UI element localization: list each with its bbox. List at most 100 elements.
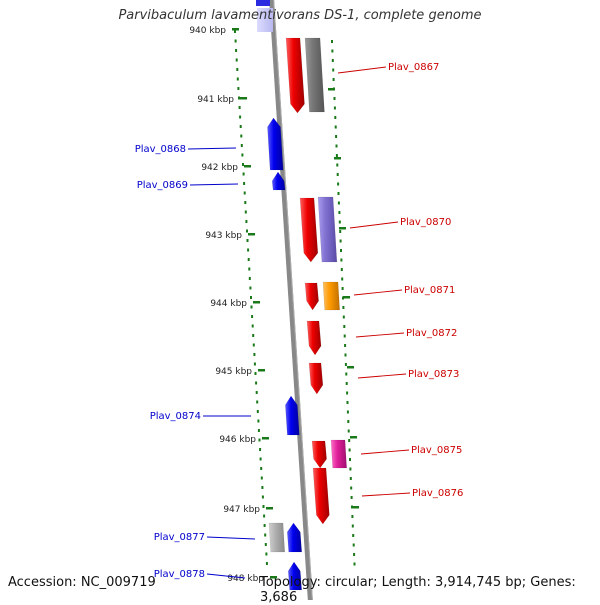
gene-label-plav_0876[interactable]: Plav_0876: [412, 488, 463, 499]
track-dot: [256, 400, 259, 404]
track-dot: [349, 458, 351, 461]
leader-line: [337, 66, 387, 74]
track-dot: [338, 220, 341, 224]
track-dot: [264, 543, 267, 546]
track-dot: [335, 135, 338, 138]
track-dot: [350, 486, 353, 490]
scale-ticks: 940 kbp 941 kbp 942 kbp 943 kbp 944 kbp 945 k…: [189, 26, 359, 584]
genome-backbone-shadow: [273, 0, 313, 600]
genome-title: Parvibaculum lavamentivorans DS-1, compl…: [118, 8, 482, 23]
tick-mark: [253, 301, 260, 304]
gene-label-plav_0872[interactable]: Plav_0872: [406, 328, 457, 339]
track-dot: [235, 49, 238, 52]
track-dot: [343, 334, 346, 338]
track-dot: [353, 553, 356, 556]
track-dot: [333, 97, 336, 100]
track-dot: [242, 172, 245, 176]
track-dot: [346, 401, 349, 404]
gene-arrow-plav_0877: [287, 522, 303, 553]
track-dot: [263, 524, 266, 527]
track-dot: [334, 116, 337, 119]
track-dot: [239, 115, 242, 119]
track-dot: [263, 514, 266, 518]
gene-label-plav_0870[interactable]: Plav_0870: [400, 217, 451, 228]
gene-arrow-plav_0871: [304, 282, 319, 311]
gene-label-plav_0878[interactable]: Plav_0878: [154, 569, 205, 580]
track-dot: [251, 324, 254, 328]
track-dot: [265, 562, 268, 565]
track-dot: [248, 267, 251, 271]
leader-line: [355, 332, 405, 338]
accession-text: Accession: NC_009719: [8, 575, 156, 590]
track-dot: [261, 495, 264, 499]
gene-label-plav_0875[interactable]: Plav_0875: [411, 445, 462, 456]
track-dot: [255, 391, 258, 394]
track-dot: [331, 40, 333, 43]
track-dot: [234, 39, 237, 43]
tick-label: 948 kbp: [227, 574, 264, 584]
track-dot: [338, 211, 341, 214]
track-dot: [247, 258, 250, 261]
track-dot: [351, 524, 354, 528]
track-dot: [257, 419, 260, 423]
gene-arrow-plav_0872: [306, 320, 322, 356]
track-dot: [352, 534, 355, 537]
tick-label: 942 kbp: [201, 163, 238, 173]
gene-labels: Plav_0867 Plav_0868 Plav_0869 Plav_0870 Plav…: [135, 62, 464, 580]
track-dot: [353, 562, 356, 566]
gene-label-plav_0877[interactable]: Plav_0877: [154, 532, 205, 543]
gene-arrow-plav_0878: [287, 561, 302, 591]
gene-arrow-plav_0869: [271, 171, 286, 191]
track-dot: [347, 420, 350, 423]
tick-mark: [258, 369, 265, 372]
track-dot: [349, 477, 352, 480]
track-dot: [348, 448, 351, 452]
track-dot: [240, 134, 243, 138]
tick-mark: [266, 507, 273, 510]
track-dot: [331, 59, 334, 62]
track-dot: [237, 87, 240, 90]
track-dot: [251, 315, 254, 318]
gene-label-plav_0873[interactable]: Plav_0873: [408, 369, 459, 380]
tick-label: 945 kbp: [215, 367, 252, 377]
tick-mark: [350, 436, 357, 439]
leader-line: [187, 147, 237, 150]
inner-dotted-track: [234, 30, 268, 565]
gene-arrow-plav_0874: [285, 395, 300, 436]
track-dot: [236, 68, 239, 71]
gene-label-plav_0871[interactable]: Plav_0871: [404, 285, 455, 296]
gene-label-plav_0868[interactable]: Plav_0868: [135, 144, 186, 155]
gene-arrow-plav_0873: [308, 362, 324, 395]
track-dot: [236, 77, 239, 81]
tick-mark: [248, 233, 255, 236]
track-dot: [337, 192, 340, 195]
leader-line: [206, 536, 256, 540]
feature-block-plav_0875: [330, 439, 347, 469]
gene-label-plav_0869[interactable]: Plav_0869: [137, 180, 188, 191]
gene-label-plav_0874[interactable]: Plav_0874: [150, 411, 201, 422]
gene-label-plav_0867[interactable]: Plav_0867: [388, 62, 439, 73]
leader-line: [353, 289, 403, 296]
track-dot: [341, 287, 344, 290]
track-dot: [335, 144, 338, 148]
track-dot: [240, 144, 243, 147]
track-dot: [349, 467, 352, 471]
track-dot: [343, 325, 346, 328]
leader-line: [189, 183, 239, 186]
track-dot: [346, 410, 349, 414]
track-dot: [331, 49, 334, 53]
gene-arrow-plav_0870: [299, 197, 319, 263]
track-dot: [243, 191, 246, 195]
track-dot: [348, 439, 351, 442]
tick-label: 943 kbp: [205, 231, 242, 241]
track-dot: [260, 476, 263, 480]
leader-line: [361, 492, 411, 497]
track-dot: [247, 248, 250, 252]
track-dot: [337, 182, 340, 186]
track-dot: [259, 448, 262, 451]
gene-arrow-partial: [257, 8, 273, 32]
leader-line: [357, 373, 407, 379]
track-dot: [342, 306, 345, 309]
leader-line: [360, 449, 410, 455]
